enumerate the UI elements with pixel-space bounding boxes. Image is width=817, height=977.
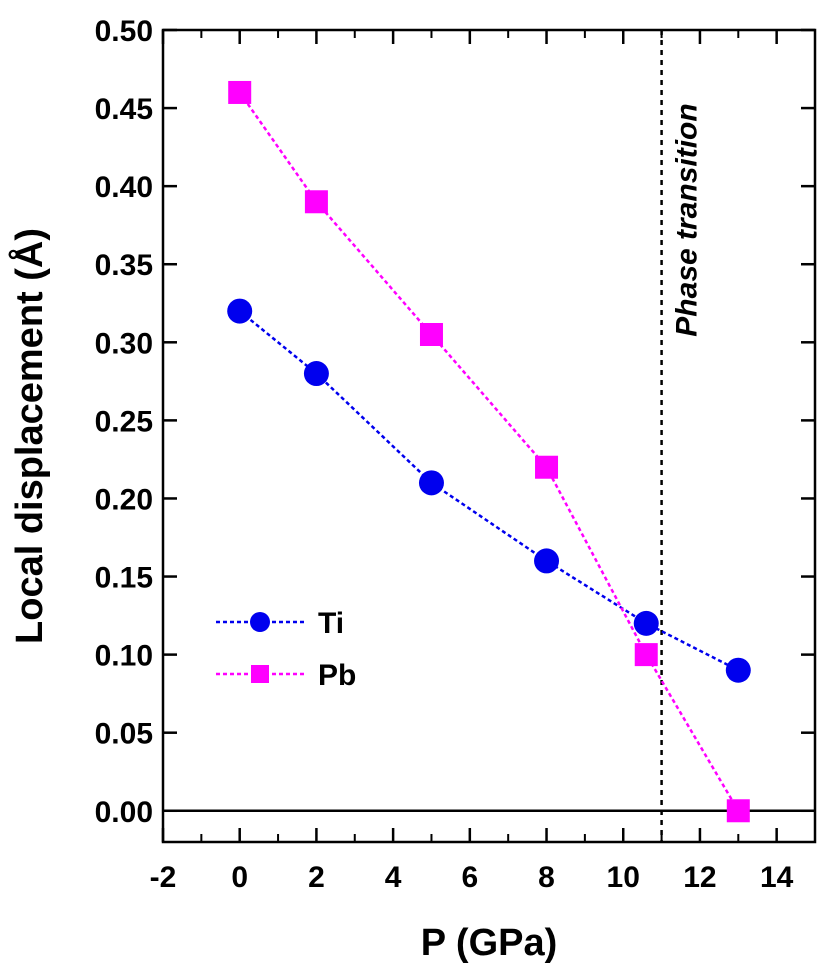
series-pb [228, 80, 750, 823]
legend-marker-ti [250, 612, 270, 632]
y-tick-label: 0.15 [95, 562, 153, 595]
x-tick-label: 2 [308, 861, 325, 894]
y-tick-label: 0.35 [95, 249, 153, 282]
data-point-pb [228, 80, 252, 104]
x-tick-label: 6 [461, 861, 478, 894]
legend-label-pb: Pb [318, 659, 356, 692]
data-point-ti [534, 548, 560, 574]
data-point-pb [304, 190, 328, 214]
y-tick-label: 0.00 [95, 796, 153, 829]
data-point-pb [419, 323, 443, 346]
y-tick-label: 0.30 [95, 327, 153, 360]
plot-frame [161, 28, 817, 844]
y-tick-label: 0.05 [95, 718, 153, 751]
data-point-ti [418, 470, 444, 496]
y-tick-label: 0.50 [95, 15, 153, 48]
y-axis-ticks: 0.00 0.05 0.10 0.15 0.20 0.25 0.30 0.35 0.40 0.45… [95, 15, 815, 829]
y-tick-label: 0.40 [95, 171, 153, 204]
x-tick-label: 10 [607, 861, 640, 894]
legend-marker-pb [251, 665, 269, 683]
y-axis-title: Local displacement (Å) [7, 228, 51, 644]
series-ti [227, 298, 751, 683]
x-tick-label: 8 [538, 861, 555, 894]
data-point-pb [535, 455, 559, 479]
x-tick-label: 4 [385, 861, 402, 894]
x-axis-ticks: -2 0 2 4 6 8 10 12 14 [150, 30, 794, 894]
data-point-pb [634, 643, 658, 667]
legend-label-ti: Ti [318, 607, 344, 640]
data-point-ti [227, 298, 253, 324]
x-tick-label: 14 [760, 861, 794, 894]
y-tick-label: 0.25 [95, 405, 153, 438]
y-tick-label: 0.10 [95, 640, 153, 673]
y-tick-label: 0.20 [95, 483, 153, 516]
data-point-ti [633, 610, 659, 636]
plot-area [161, 28, 817, 844]
phase-transition-label: Phase transition [671, 103, 704, 336]
x-tick-label: 0 [231, 861, 248, 894]
x-tick-label: 12 [683, 861, 716, 894]
data-point-ti [725, 657, 751, 683]
data-point-pb [726, 799, 750, 823]
y-tick-label: 0.45 [95, 93, 153, 126]
x-tick-label: -2 [150, 861, 177, 894]
data-point-ti [303, 361, 329, 387]
x-axis-title: P (GPa) [421, 922, 558, 964]
series-layer [227, 80, 751, 823]
legend: Ti Pb [216, 607, 356, 692]
